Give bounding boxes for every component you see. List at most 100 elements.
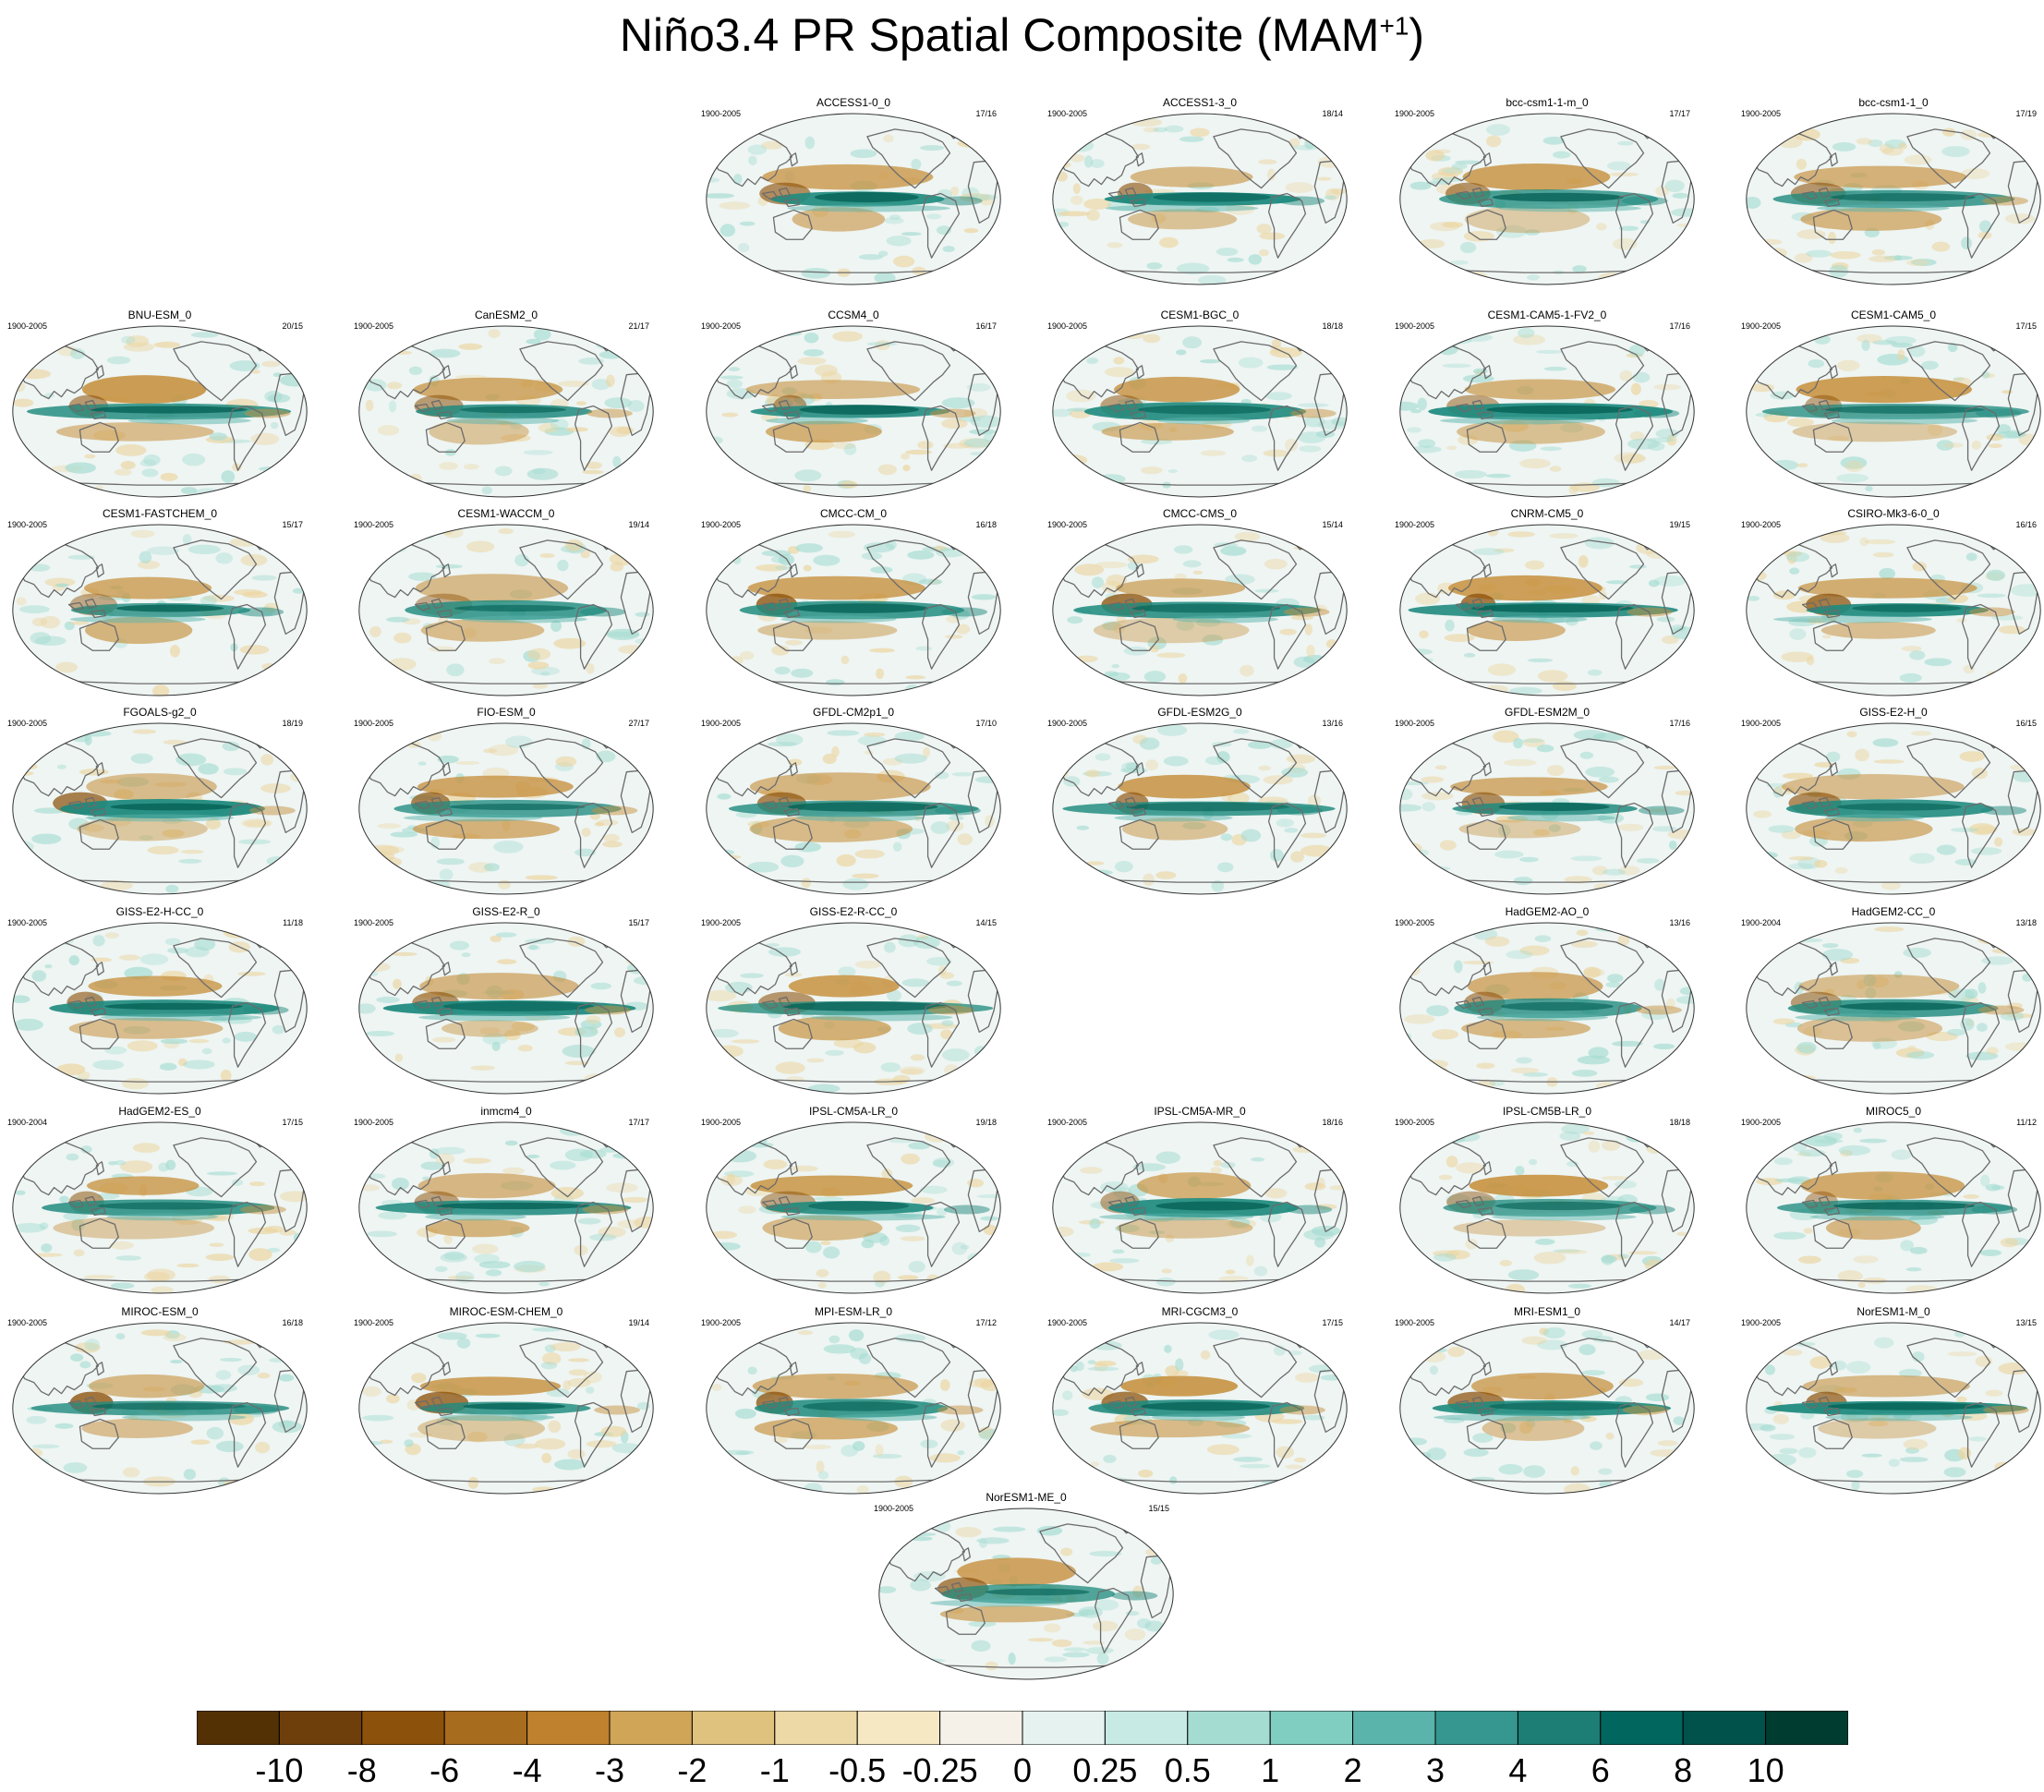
colorbar-tick-label: -0.25 [901, 1751, 978, 1789]
map-panel: FGOALS-g2_0 1900-2005 18/19 [7, 706, 312, 900]
panel-title: CESM1-WACCM_0 [457, 507, 555, 520]
panel-period: 1900-2005 [7, 1318, 48, 1327]
composite-map [1746, 1322, 2041, 1495]
map-panel: NorESM1-M_0 1900-2005 13/15 [1741, 1305, 2044, 1499]
panel-title: CCSM4_0 [828, 309, 879, 321]
panel-period: 1900-2005 [354, 1318, 394, 1327]
colorbar-box [1682, 1711, 1767, 1745]
composite-map [12, 1121, 308, 1294]
panel-event-count: 17/16 [1669, 321, 1690, 331]
composite-map [1746, 722, 2041, 895]
panel-period: 1900-2005 [701, 109, 742, 118]
panel-event-count: 20/15 [282, 321, 303, 331]
panel-period: 1900-2005 [1395, 1318, 1435, 1327]
map-panel: inmcm4_0 1900-2005 17/17 [354, 1105, 659, 1299]
panel-event-count: 16/18 [975, 520, 997, 529]
map-panel: MIROC-ESM_0 1900-2005 16/18 [7, 1305, 312, 1499]
composite-map [1746, 113, 2041, 285]
panel-title: MPI-ESM-LR_0 [814, 1305, 893, 1318]
panel-title: GFDL-ESM2M_0 [1504, 706, 1590, 719]
panel-title: BNU-ESM_0 [127, 309, 192, 321]
panel-title: MIROC5_0 [1865, 1105, 1922, 1118]
panel-event-count: 17/16 [975, 109, 997, 118]
colorbar-tick-label: 1 [1261, 1751, 1280, 1789]
composite-map [12, 922, 308, 1095]
panel-title: HadGEM2-ES_0 [118, 1105, 201, 1118]
panel-event-count: 14/17 [1669, 1318, 1690, 1327]
panel-period: 1900-2004 [7, 1118, 48, 1127]
colorbar-box [1022, 1711, 1106, 1745]
map-panel: bcc-csm1-1_0 1900-2005 17/19 [1741, 96, 2044, 290]
panel-title: FGOALS-g2_0 [123, 706, 197, 719]
colorbar-tick-labels: -10 -8 -6 -4 -3 -2 -1 -0.5 -0.25 0 0.25 0.5 1 2 3 4 6 8 10 [0, 1751, 2044, 1792]
map-panel: HadGEM2-CC_0 1900-2004 13/18 [1741, 905, 2044, 1099]
panel-period: 1900-2005 [354, 321, 394, 331]
composite-map [706, 922, 1001, 1095]
composite-map [358, 325, 654, 498]
page-title: Niño3.4 PR Spatial Composite (MAM+1) [0, 6, 2044, 65]
panel-period: 1900-2005 [1741, 520, 1782, 529]
composite-map [1399, 524, 1695, 696]
panel-period: 1900-2005 [1741, 719, 1782, 728]
composite-map [12, 325, 308, 498]
panel-period: 1900-2005 [1047, 1318, 1088, 1327]
colorbar-tick-label: 10 [1747, 1751, 1784, 1789]
panel-title: IPSL-CM5A-MR_0 [1154, 1105, 1246, 1118]
colorbar-box [1104, 1711, 1189, 1745]
panel-event-count: 13/16 [1669, 918, 1690, 927]
composite-map [12, 524, 308, 696]
map-panel: CESM1-FASTCHEM_0 1900-2005 15/17 [7, 507, 312, 701]
colorbar-tick-label: -10 [255, 1751, 304, 1789]
composite-map [1399, 1121, 1695, 1294]
colorbar-tick-label: 4 [1508, 1751, 1528, 1789]
panel-title: CESM1-CAM5_0 [1850, 309, 1937, 321]
composite-map [706, 1322, 1001, 1495]
composite-map [1052, 1322, 1348, 1495]
colorbar-box [526, 1711, 611, 1745]
colorbar-box [1434, 1711, 1518, 1745]
map-panel: MIROC5_0 1900-2005 11/12 [1741, 1105, 2044, 1299]
panel-event-count: 15/17 [282, 520, 303, 529]
map-panel: ACCESS1-0_0 1900-2005 17/16 [701, 96, 1006, 290]
panel-title: HadGEM2-CC_0 [1851, 905, 1936, 918]
title-close: ) [1409, 9, 1425, 61]
map-panel: MPI-ESM-LR_0 1900-2005 17/12 [701, 1305, 1006, 1499]
panel-event-count: 16/15 [2015, 719, 2037, 728]
title-text: Niño3.4 PR Spatial Composite (MAM [619, 9, 1380, 61]
map-panel: MIROC-ESM-CHEM_0 1900-2005 19/14 [354, 1305, 659, 1499]
panel-period: 1900-2004 [1741, 918, 1782, 927]
panel-period: 1900-2005 [354, 520, 394, 529]
map-panel: HadGEM2-AO_0 1900-2005 13/16 [1395, 905, 1699, 1099]
map-panel: FIO-ESM_0 1900-2005 27/17 [354, 706, 659, 900]
map-panel: IPSL-CM5B-LR_0 1900-2005 18/18 [1395, 1105, 1699, 1299]
panel-title: HadGEM2-AO_0 [1505, 905, 1590, 918]
panel-title: MIROC-ESM-CHEM_0 [449, 1305, 563, 1318]
panel-title: ACCESS1-0_0 [816, 96, 891, 109]
colorbar-tick-label: 3 [1425, 1751, 1445, 1789]
map-panel: IPSL-CM5A-LR_0 1900-2005 19/18 [701, 1105, 1006, 1299]
panel-period: 1900-2005 [1047, 321, 1088, 331]
panel-title: ACCESS1-3_0 [1162, 96, 1238, 109]
colorbar-box [939, 1711, 1023, 1745]
map-panel: HadGEM2-ES_0 1900-2004 17/15 [7, 1105, 312, 1299]
panel-event-count: 19/14 [628, 520, 649, 529]
panel-event-count: 16/18 [282, 1318, 303, 1327]
map-panel: GFDL-CM2p1_0 1900-2005 17/10 [701, 706, 1006, 900]
panel-event-count: 13/16 [1322, 719, 1343, 728]
panel-title: NorESM1-M_0 [1857, 1305, 1930, 1318]
panel-period: 1900-2005 [1395, 321, 1435, 331]
panel-event-count: 18/14 [1322, 109, 1343, 118]
map-panel: GISS-E2-R-CC_0 1900-2005 14/15 [701, 905, 1006, 1099]
colorbar-tick-label: 8 [1674, 1751, 1693, 1789]
panel-title: CESM1-FASTCHEM_0 [102, 507, 218, 520]
composite-map [358, 1121, 654, 1294]
map-panel: CESM1-BGC_0 1900-2005 18/18 [1047, 309, 1352, 502]
panel-period: 1900-2005 [701, 918, 742, 927]
composite-map [706, 1121, 1001, 1294]
map-panel: bcc-csm1-1-m_0 1900-2005 17/17 [1395, 96, 1699, 290]
panel-event-count: 13/15 [2015, 1318, 2037, 1327]
panel-title: FIO-ESM_0 [477, 706, 536, 719]
colorbar-box [1517, 1711, 1602, 1745]
panel-title: GFDL-ESM2G_0 [1157, 706, 1242, 719]
panel-title: GISS-E2-H-CC_0 [115, 905, 204, 918]
